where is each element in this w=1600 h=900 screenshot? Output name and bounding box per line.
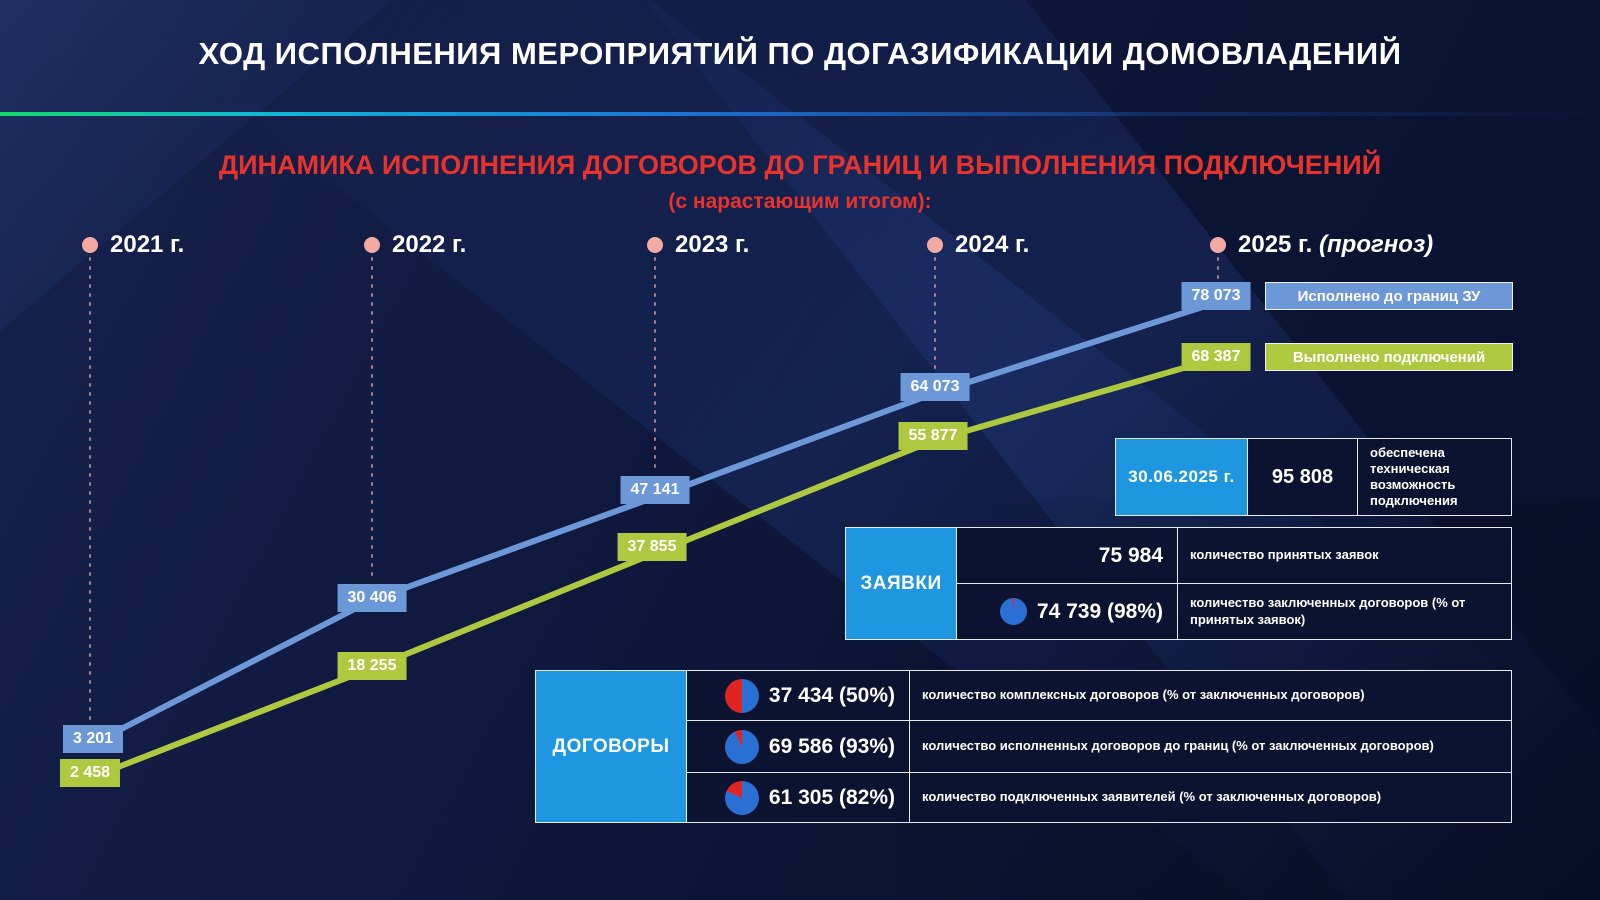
year-label-2025-text: 2025 г. (1238, 231, 1313, 258)
year-label-2022: 2022 г. (392, 231, 467, 258)
tech-possibility-table: 30.06.2025 г. 95 808 обеспечена техничес… (1115, 438, 1512, 516)
contracts-executed-number: 69 586 (93%) (768, 734, 895, 758)
point-label-blue-2021: 3 201 (62, 725, 124, 753)
point-label-green-2025: 68 387 (1181, 343, 1251, 371)
point-label-green-2022: 18 255 (337, 652, 407, 680)
contracts-header-cell: ДОГОВОРЫ (536, 671, 686, 822)
contracts-complex-value: 37 434 (50%) (687, 671, 909, 720)
page-title: ХОД ИСПОЛНЕНИЯ МЕРОПРИЯТИЙ ПО ДОГАЗИФИКА… (198, 36, 1402, 71)
legend-connections-done: Выполнено подключений (1265, 343, 1513, 371)
applications-accepted-number: 75 984 (1098, 543, 1163, 567)
applications-contracted-desc: количество заключенных договоров (% от п… (1178, 584, 1511, 639)
chart-subtitle-note: (с нарастающим итогом): (668, 190, 932, 213)
pie-chart-contracted-98 (999, 598, 1027, 625)
contracts-complex-number: 37 434 (50%) (768, 683, 895, 707)
tech-date-cell: 30.06.2025 г. (1116, 439, 1247, 515)
applications-table: ЗАЯВКИ 75 984 количество принятых заявок… (845, 527, 1512, 640)
pie-chart-connected-82 (724, 780, 759, 815)
year-marker-dots (82, 237, 1226, 253)
pie-chart-executed-93 (724, 729, 759, 764)
point-label-blue-2024: 64 073 (900, 373, 970, 401)
point-label-green-2023: 37 855 (617, 533, 687, 561)
point-label-green-2024: 55 877 (898, 422, 968, 450)
contracts-connected-value: 61 305 (82%) (687, 773, 909, 822)
chart-subtitle: ДИНАМИКА ИСПОЛНЕНИЯ ДОГОВОРОВ ДО ГРАНИЦ … (218, 150, 1382, 180)
year-dotted-guides (89, 257, 1219, 723)
legend-completed-to-borders: Исполнено до границ ЗУ (1265, 282, 1513, 310)
contracts-connected-desc: количество подключенных заявителей (% от… (910, 773, 1511, 822)
contracts-table: ДОГОВОРЫ 37 434 (50%) количество комплек… (535, 670, 1512, 823)
pie-chart-complex-50 (724, 678, 759, 713)
tech-description-cell: обеспечена техническая возможность подкл… (1358, 439, 1511, 515)
contracts-complex-desc: количество комплексных договоров (% от з… (910, 671, 1511, 720)
applications-contracted-number: 74 739 (98%) (1036, 599, 1163, 623)
year-label-2024: 2024 г. (955, 231, 1030, 258)
tech-value-cell: 95 808 (1248, 439, 1357, 515)
forecast-note: (прогноз) (1319, 231, 1434, 258)
point-label-green-2021: 2 458 (59, 759, 121, 787)
title-divider-line (0, 112, 1600, 116)
applications-contracted-value: 74 739 (98%) (957, 584, 1177, 639)
point-label-blue-2025: 78 073 (1181, 282, 1251, 310)
contracts-executed-desc: количество исполненных договоров до гран… (910, 721, 1511, 772)
point-label-blue-2023: 47 141 (620, 476, 690, 504)
contracts-connected-number: 61 305 (82%) (768, 785, 895, 809)
applications-header-cell: ЗАЯВКИ (846, 528, 956, 639)
year-label-2025: 2025 г. (прогноз) (1238, 231, 1433, 259)
applications-accepted-value: 75 984 (957, 528, 1177, 583)
year-label-2021: 2021 г. (110, 231, 185, 258)
contracts-executed-value: 69 586 (93%) (687, 721, 909, 772)
point-label-blue-2022: 30 406 (337, 584, 407, 612)
year-label-2023: 2023 г. (675, 231, 750, 258)
applications-accepted-desc: количество принятых заявок (1178, 528, 1511, 583)
